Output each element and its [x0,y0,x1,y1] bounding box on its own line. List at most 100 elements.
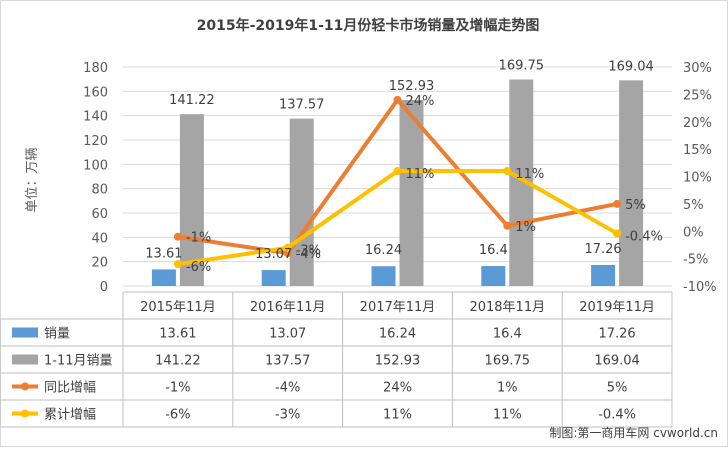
bar-销量 [371,266,396,286]
point-同比增幅 [503,221,512,230]
point-同比增幅 [283,249,292,258]
legend-label: 累计增幅 [44,408,96,423]
bar-1-11月销量 [289,118,314,286]
legend-marker [21,409,29,418]
line-label: -0.4% [625,229,663,244]
bar-label: 16.4 [479,243,508,258]
point-累计增幅 [613,229,622,238]
y2-tick-label: -10% [683,280,717,295]
table-cell: 16.4 [493,327,522,342]
data-table: 2015年11月 2016年11月 2017年11月 2018年11月 2019年11月… [0,291,673,428]
table-cell: -0.4% [598,408,636,423]
bar-label: 169.04 [608,59,654,74]
table-cell: 152.93 [375,354,421,369]
y2-tick-label: 25% [683,88,712,103]
y-tick-label: 40 [91,231,108,246]
bar-销量 [151,269,176,286]
legend-label: 1-11月销量 [44,354,113,369]
y-tick-label: 60 [91,207,108,222]
table-cell: 24% [383,381,412,396]
table-cell: 16.24 [379,327,416,342]
x-category-label: 2016年11月 [250,300,326,315]
y2-tick-label: -5% [683,253,708,268]
bar-label: 17.26 [584,242,621,257]
table-cell: 141.22 [155,354,201,369]
bar-label: 13.07 [255,247,292,262]
table-cell: 5% [607,381,628,396]
y2-tick-label: 5% [683,198,704,213]
point-累计增幅 [173,260,182,269]
y2-tick-label: 30% [683,61,712,76]
line-label: 11% [515,167,544,182]
table-cell: -4% [275,381,300,396]
bar-label: 141.22 [169,93,215,108]
table-cell: 1% [497,381,518,396]
bar-label: 16.24 [365,243,402,258]
table-cell: 17.26 [598,327,635,342]
y-tick-label: 180 [83,61,108,76]
bars [151,79,644,287]
table-cell: 13.61 [159,327,196,342]
table-cell: 13.07 [269,327,306,342]
point-累计增幅 [503,167,512,176]
y-tick-label: 20 [91,256,108,271]
bar-销量 [481,266,506,286]
y2-tick-label: 20% [683,116,712,131]
table-cell: 137.57 [265,354,311,369]
table-cell: -3% [275,408,300,423]
x-category-label: 2017年11月 [360,300,436,315]
table-cell: -1% [165,381,190,396]
gridlines [123,66,672,287]
data-labels: 13.61 13.07 16.24 16.4 17.26 141.22 137.57 152.… [145,58,663,275]
y-tick-label: 120 [83,134,108,149]
y-tick-label: 100 [83,158,108,173]
line-label: 1% [515,220,536,235]
bar-label: 137.57 [279,98,325,113]
point-累计增幅 [283,243,292,252]
table-cell: 11% [383,408,412,423]
bar-销量 [261,270,286,286]
point-累计增幅 [393,167,402,176]
bar-1-11月销量 [399,99,424,286]
y2-tick-label: 0% [683,225,704,240]
y-tick-label: 160 [83,85,108,100]
line-label: 11% [406,167,435,182]
legend-label: 同比增幅 [44,381,96,396]
chart-title: 2015年-2019年1-11月份轻卡市场销量及增幅走势图 [197,17,540,34]
x-category-label: 2018年11月 [469,300,545,315]
bar-1-11月销量 [179,114,204,286]
y2-tick-label: 15% [683,143,712,158]
line-label: -3% [296,244,321,259]
line-label: -6% [186,260,211,275]
legend-marker [21,382,29,391]
y2-tick-label: 10% [683,171,712,186]
legend-label: 销量 [44,327,70,342]
table-cell: 169.75 [485,354,531,369]
point-同比增幅 [613,199,622,208]
y-tick-label: 140 [83,110,108,125]
bar-label: 152.93 [389,79,435,94]
bar-销量 [591,265,616,286]
line-label: -1% [186,231,211,246]
y-tick-label: 80 [91,183,108,198]
x-category-label: 2019年11月 [579,300,655,315]
bar-label: 169.75 [499,58,545,73]
y-axis-title: 单位：万辆 [25,147,40,212]
legend-swatch [12,327,38,338]
line-label: 24% [406,94,435,109]
bar-label: 13.61 [145,246,182,261]
lines [173,95,622,269]
table-cell: 169.04 [594,354,640,369]
bar-1-11月销量 [619,80,644,287]
point-同比增幅 [393,95,402,104]
point-同比增幅 [173,232,182,241]
legend-swatch [12,354,38,365]
table-cell: 11% [493,408,522,423]
axes: 0 20 40 60 80 100 120 140 160 180 -10% -5% 0% 5% 10% 15… [83,61,716,295]
table-cell: -6% [165,408,190,423]
line-label: 5% [625,198,646,213]
x-category-label: 2015年11月 [140,300,216,315]
